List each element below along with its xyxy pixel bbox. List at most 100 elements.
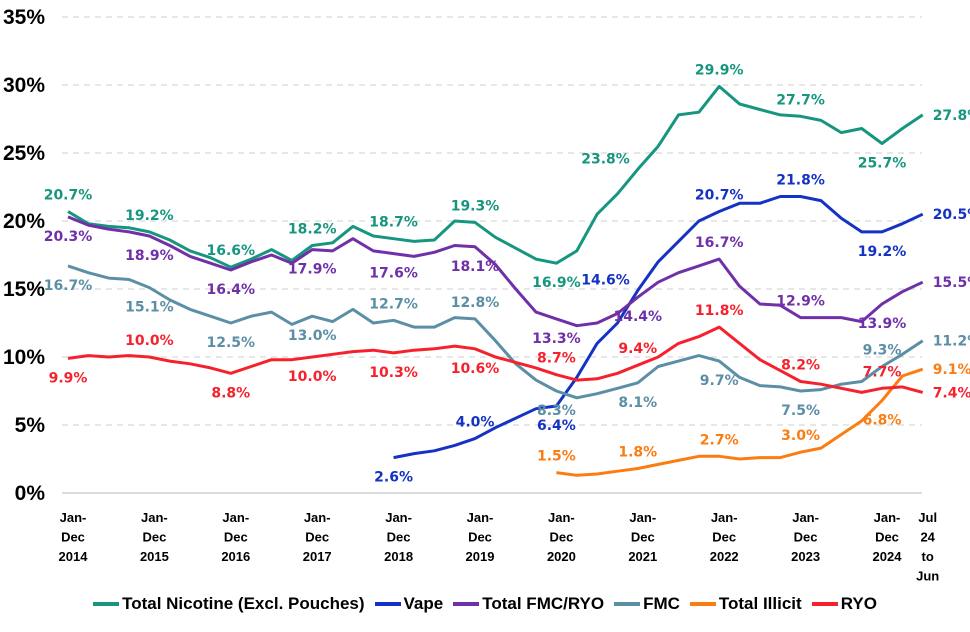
x-tick-line: Dec (61, 530, 85, 545)
legend-swatch (614, 602, 641, 606)
x-tick-line: 2016 (221, 549, 250, 564)
x-tick-line: Jan- (548, 510, 575, 525)
data-label: 21.8% (776, 173, 825, 189)
x-tick-line: Dec (549, 530, 573, 545)
x-tick-label: Jan- Dec 2017 (303, 510, 332, 564)
data-label: 16.7% (44, 278, 93, 294)
data-label: 23.8% (581, 151, 630, 167)
legend-label: Total FMC/RYO (482, 594, 605, 613)
data-label: 19.3% (451, 198, 500, 214)
x-tick-label: Jan- Dec 2014 (59, 510, 89, 564)
data-label: 1.5% (537, 449, 576, 465)
series-line-fmc (67, 264, 924, 400)
data-label: 13.3% (532, 331, 581, 347)
data-label: 16.4% (207, 282, 256, 298)
series-line-total-illicit (556, 367, 924, 477)
x-tick-line: Jan- (141, 510, 168, 525)
y-tick-label: 25% (3, 142, 45, 165)
x-tick-line: 2023 (791, 549, 820, 564)
data-labels: 20.7% 19.2% 16.6% 18.2% 18.7% 19.3% 16.9% 23.8%… (44, 62, 970, 485)
gridlines (62, 16, 922, 494)
data-label: 12.9% (776, 294, 825, 310)
legend-swatch (374, 602, 401, 606)
data-label: 6.4% (537, 418, 576, 434)
data-label: 18.2% (288, 221, 337, 237)
data-label: 20.7% (44, 187, 93, 203)
data-label: 27.8% (933, 108, 970, 124)
y-tick-label: 20% (3, 210, 45, 233)
data-label: 8.1% (618, 395, 657, 411)
y-axis: 0% 5% 10% 15% 20% 25% 30% 35% (3, 6, 45, 505)
legend: Total Nicotine (Excl. Pouches) Vape Total … (0, 594, 970, 614)
legend-label: RYO (840, 594, 877, 613)
y-tick-label: 30% (3, 74, 45, 97)
data-label: 17.9% (288, 262, 337, 278)
data-label: 4.0% (456, 415, 495, 431)
x-tick-line: Dec (875, 530, 899, 545)
data-label: 10.6% (451, 361, 500, 377)
x-tick-label: Jan- Dec 2024 (873, 510, 903, 564)
x-tick-line: 2015 (140, 549, 169, 564)
data-label: 9.7% (700, 373, 739, 389)
data-label: 2.6% (374, 470, 413, 486)
y-tick-label: 15% (3, 278, 45, 301)
legend-label: Vape (403, 594, 444, 613)
data-label: 9.9% (49, 370, 88, 386)
data-label: 10.3% (369, 365, 418, 381)
x-tick-label: Jan- Dec 2019 (466, 510, 495, 564)
data-label: 29.9% (695, 62, 744, 78)
x-tick-line: Dec (468, 530, 492, 545)
x-tick-label: Jan- Dec 2016 (221, 510, 250, 564)
series-line-total-nicotine-excl-pouches- (67, 84, 924, 269)
data-label: 11.2% (933, 334, 970, 350)
legend-item: Vape (374, 594, 444, 614)
data-label: 11.8% (695, 303, 744, 319)
x-tick-line: 2014 (59, 549, 89, 564)
data-label: 17.6% (369, 266, 418, 282)
legend-swatch (811, 602, 838, 606)
x-tick-label: Jan- Dec 2022 (710, 510, 739, 564)
x-tick-line: Jan- (629, 510, 656, 525)
x-tick-line: 2022 (710, 549, 739, 564)
x-tick-label: Jan- Dec 2015 (140, 510, 169, 564)
x-tick-line: Dec (794, 530, 818, 545)
x-tick-line: 24 (920, 530, 935, 545)
y-tick-label: 10% (3, 346, 45, 369)
data-label: 16.7% (695, 235, 744, 251)
legend-label: Total Illicit (718, 594, 802, 613)
x-tick-line: Jan- (385, 510, 412, 525)
data-label: 8.7% (537, 351, 576, 367)
x-tick-line: Dec (387, 530, 411, 545)
x-tick-line: 2017 (303, 549, 332, 564)
x-tick-line: Dec (712, 530, 736, 545)
y-tick-label: 35% (3, 6, 45, 29)
x-tick-line: 2021 (628, 549, 657, 564)
data-label: 20.3% (44, 229, 93, 245)
y-tick-label: 0% (15, 482, 46, 505)
x-tick-line: Dec (224, 530, 248, 545)
data-label: 10.0% (288, 369, 337, 385)
data-label: 19.2% (125, 208, 174, 224)
y-tick-label: 5% (15, 414, 46, 437)
data-label: 18.9% (125, 248, 174, 264)
legend-item: FMC (614, 594, 680, 614)
legend-label: FMC (643, 594, 680, 613)
data-label: 12.8% (451, 295, 500, 311)
data-label: 18.7% (369, 215, 418, 231)
x-tick-label: Jan- Dec 2023 (791, 510, 820, 564)
data-label: 1.8% (618, 445, 657, 461)
x-tick-line: Dec (631, 530, 655, 545)
x-tick-label: Jan- Dec 2018 (384, 510, 413, 564)
x-tick-line: 2019 (466, 549, 495, 564)
data-label: 2.7% (700, 432, 739, 448)
data-label: 19.2% (858, 244, 907, 260)
legend-label: Total Nicotine (Excl. Pouches) (122, 594, 365, 613)
data-label: 18.1% (451, 259, 500, 275)
data-label: 8.8% (211, 385, 250, 401)
x-tick-label: Jan- Dec 2021 (628, 510, 657, 564)
x-tick-line: Jan- (222, 510, 249, 525)
x-tick-label: Jan- Dec 2020 (547, 510, 576, 564)
data-label: 27.7% (776, 92, 825, 108)
legend-item: Total FMC/RYO (453, 594, 604, 614)
data-label: 3.0% (781, 428, 820, 444)
